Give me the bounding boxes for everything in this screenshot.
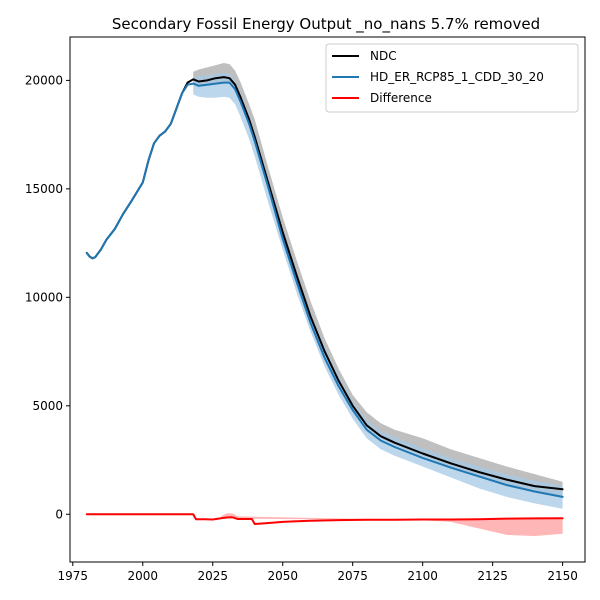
plot-frame — [69, 36, 586, 563]
x-tick-label: 2125 — [477, 569, 508, 583]
y-tick-label: 10000 — [25, 290, 63, 304]
y-tick-label: 0 — [55, 507, 63, 521]
uncertainty-bands — [193, 63, 563, 536]
x-tick-label: 1975 — [58, 569, 89, 583]
chart-title: Secondary Fossil Energy Output _no_nans … — [112, 15, 540, 34]
series-line-difference — [85, 513, 564, 525]
y-tick-label: 15000 — [25, 182, 63, 196]
y-tick-label: 5000 — [32, 399, 63, 413]
x-tick-label: 2025 — [197, 569, 228, 583]
legend-box — [325, 43, 579, 113]
legend-label-hd-er-rcp85-1-cdd-30-20: HD_ER_RCP85_1_CDD_30_20 — [370, 70, 544, 84]
band-difference-range — [221, 513, 563, 536]
x-tick-label: 2100 — [407, 569, 438, 583]
legend-label-difference: Difference — [370, 91, 432, 105]
band-hd-er-rcp85-1-cdd-30-20-range — [193, 72, 563, 509]
x-tick-label: 2000 — [127, 569, 158, 583]
x-tick-label: 2075 — [337, 569, 368, 583]
legend-label-ndc: NDC — [370, 49, 397, 63]
series-lines — [85, 76, 564, 525]
series-line-hd-er-rcp85-1-cdd-30-20 — [85, 81, 564, 498]
x-tick-label: 2150 — [547, 569, 578, 583]
axes: 1975 2000 2025 2050 2075 2100 2125 2150 0 5000 100… — [25, 36, 586, 583]
y-tick-label: 20000 — [25, 73, 63, 87]
legend: NDC HD_ER_RCP85_1_CDD_30_20 Difference — [325, 43, 579, 113]
x-tick-label: 2050 — [267, 569, 298, 583]
